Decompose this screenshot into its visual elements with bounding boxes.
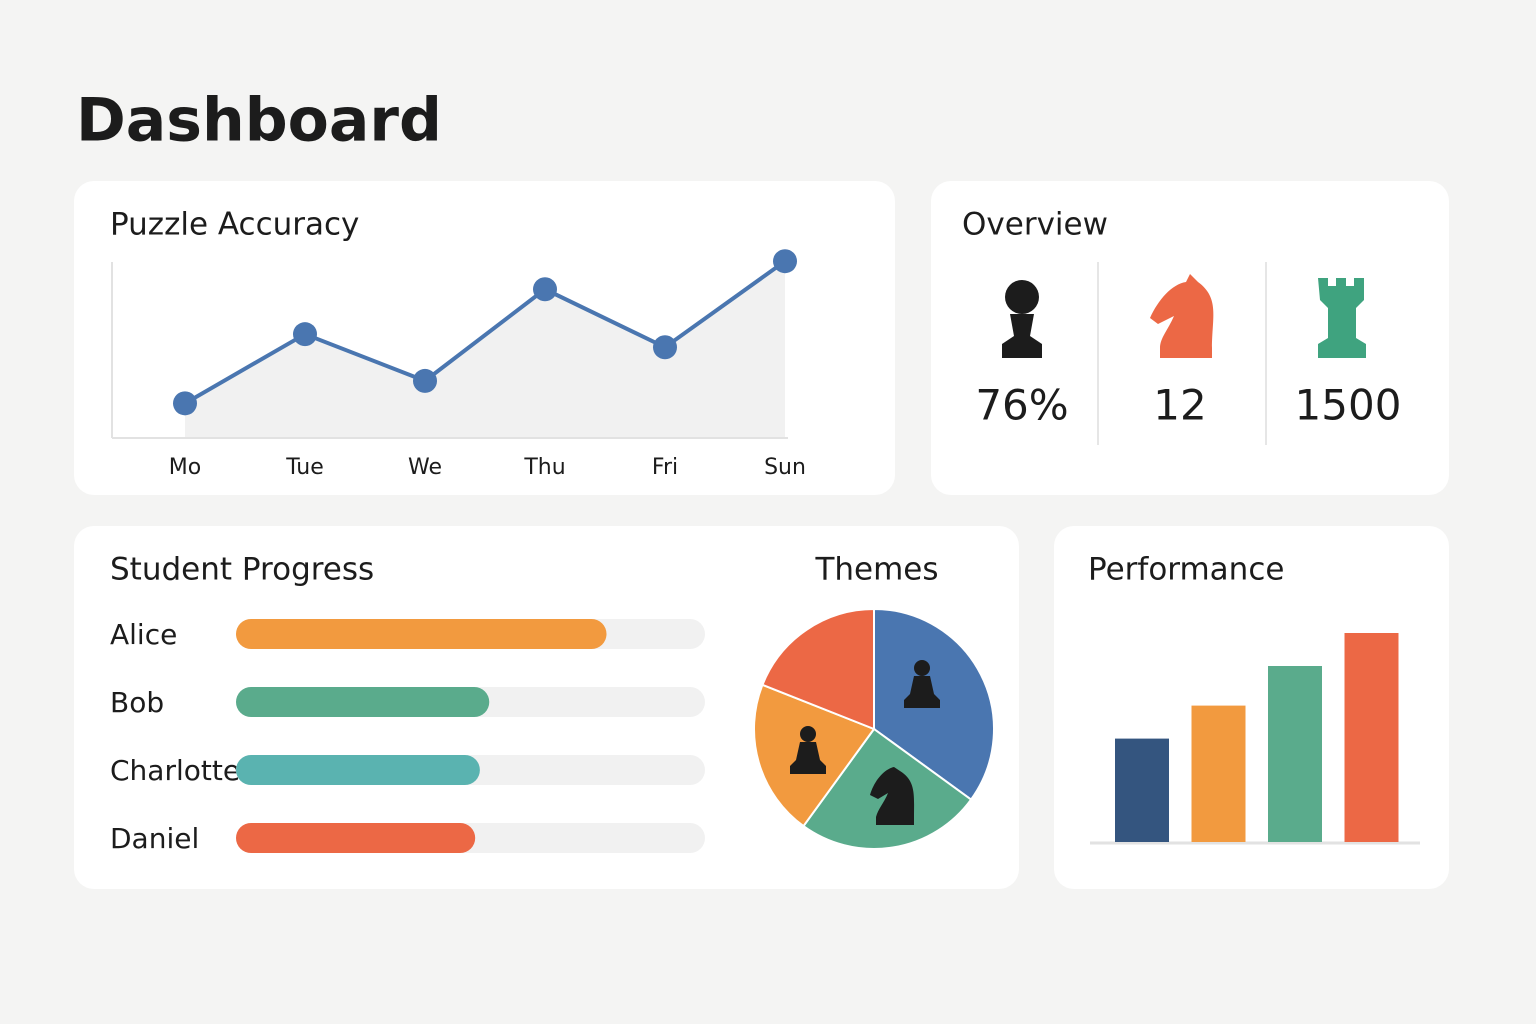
card-title: Student Progress — [110, 552, 374, 588]
bar — [236, 619, 607, 649]
stat-value: 1500 — [1295, 381, 1402, 430]
point — [533, 277, 557, 302]
bar — [1191, 705, 1246, 842]
icon-part — [904, 676, 940, 708]
stat-value: 76% — [975, 381, 1068, 430]
card-title: Performance — [1088, 552, 1284, 588]
icon-part — [800, 726, 816, 742]
row-label: Alice — [110, 618, 177, 651]
x-tick-label: Tue — [285, 455, 324, 480]
point — [173, 391, 197, 416]
bar — [1344, 633, 1399, 842]
x-tick-label: Sun — [764, 455, 806, 480]
line — [184, 259, 787, 406]
x-tick-label: Thu — [523, 455, 565, 480]
bar — [236, 755, 480, 785]
row-label: Daniel — [110, 822, 199, 855]
page-title: Dashboard — [76, 86, 442, 156]
row-label: Charlotte — [110, 754, 240, 787]
stat-value: 12 — [1153, 381, 1206, 430]
bar — [1115, 738, 1169, 842]
slice — [761, 607, 875, 731]
pawn-icon — [790, 726, 826, 774]
knight-icon — [1150, 274, 1214, 358]
card-title: Puzzle Accuracy — [110, 207, 359, 243]
area — [185, 261, 785, 437]
icon-part — [914, 660, 930, 676]
x-tick-label: Mo — [169, 455, 201, 480]
point — [773, 249, 797, 274]
point — [413, 368, 437, 393]
x-tick-label: We — [408, 455, 442, 480]
knight-icon — [870, 767, 915, 825]
icon-part — [870, 767, 915, 825]
point — [653, 335, 677, 360]
icon-part — [790, 742, 826, 774]
bar — [236, 687, 490, 717]
rook-icon — [1318, 278, 1366, 358]
x-tick-label: Fri — [652, 455, 678, 480]
bar — [236, 823, 476, 853]
card-title: Themes — [814, 552, 938, 588]
bishop-icon — [904, 660, 940, 708]
row-label: Bob — [110, 686, 164, 719]
pawn-icon — [1002, 280, 1042, 358]
point — [293, 322, 317, 347]
card-title: Overview — [962, 207, 1108, 243]
bar — [1268, 666, 1322, 842]
